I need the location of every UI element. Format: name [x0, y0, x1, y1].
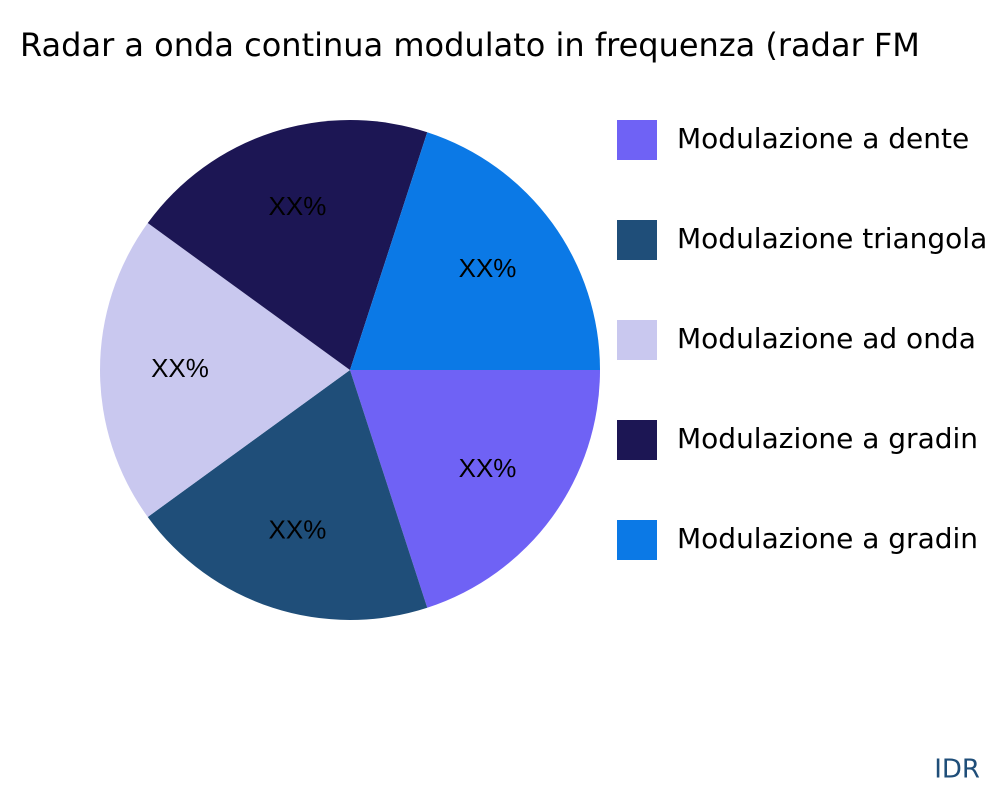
chart-title: Radar a onda continua modulato in freque…	[20, 26, 920, 64]
legend-label: Modulazione a dente	[677, 122, 969, 155]
pie-slice	[350, 132, 600, 370]
pie-slice	[147, 370, 428, 620]
legend-label: Modulazione ad onda	[677, 322, 976, 355]
watermark: IDR	[934, 755, 980, 785]
slice-label: XX%	[459, 453, 517, 483]
legend-swatch	[617, 220, 657, 260]
legend-label: Modulazione triangola	[677, 222, 987, 255]
legend-label: Modulazione a gradin	[677, 522, 978, 555]
slice-label: XX%	[151, 353, 209, 383]
legend-swatch	[617, 120, 657, 160]
pie-slice	[350, 370, 600, 608]
pie-slice	[147, 120, 428, 370]
legend-swatch	[617, 520, 657, 560]
slice-label: XX%	[269, 515, 327, 545]
slice-label: XX%	[269, 191, 327, 221]
slice-label: XX%	[459, 253, 517, 283]
pie-slice	[100, 223, 350, 517]
legend-label: Modulazione a gradin	[677, 422, 978, 455]
legend-swatch	[617, 420, 657, 460]
legend-swatch	[617, 320, 657, 360]
